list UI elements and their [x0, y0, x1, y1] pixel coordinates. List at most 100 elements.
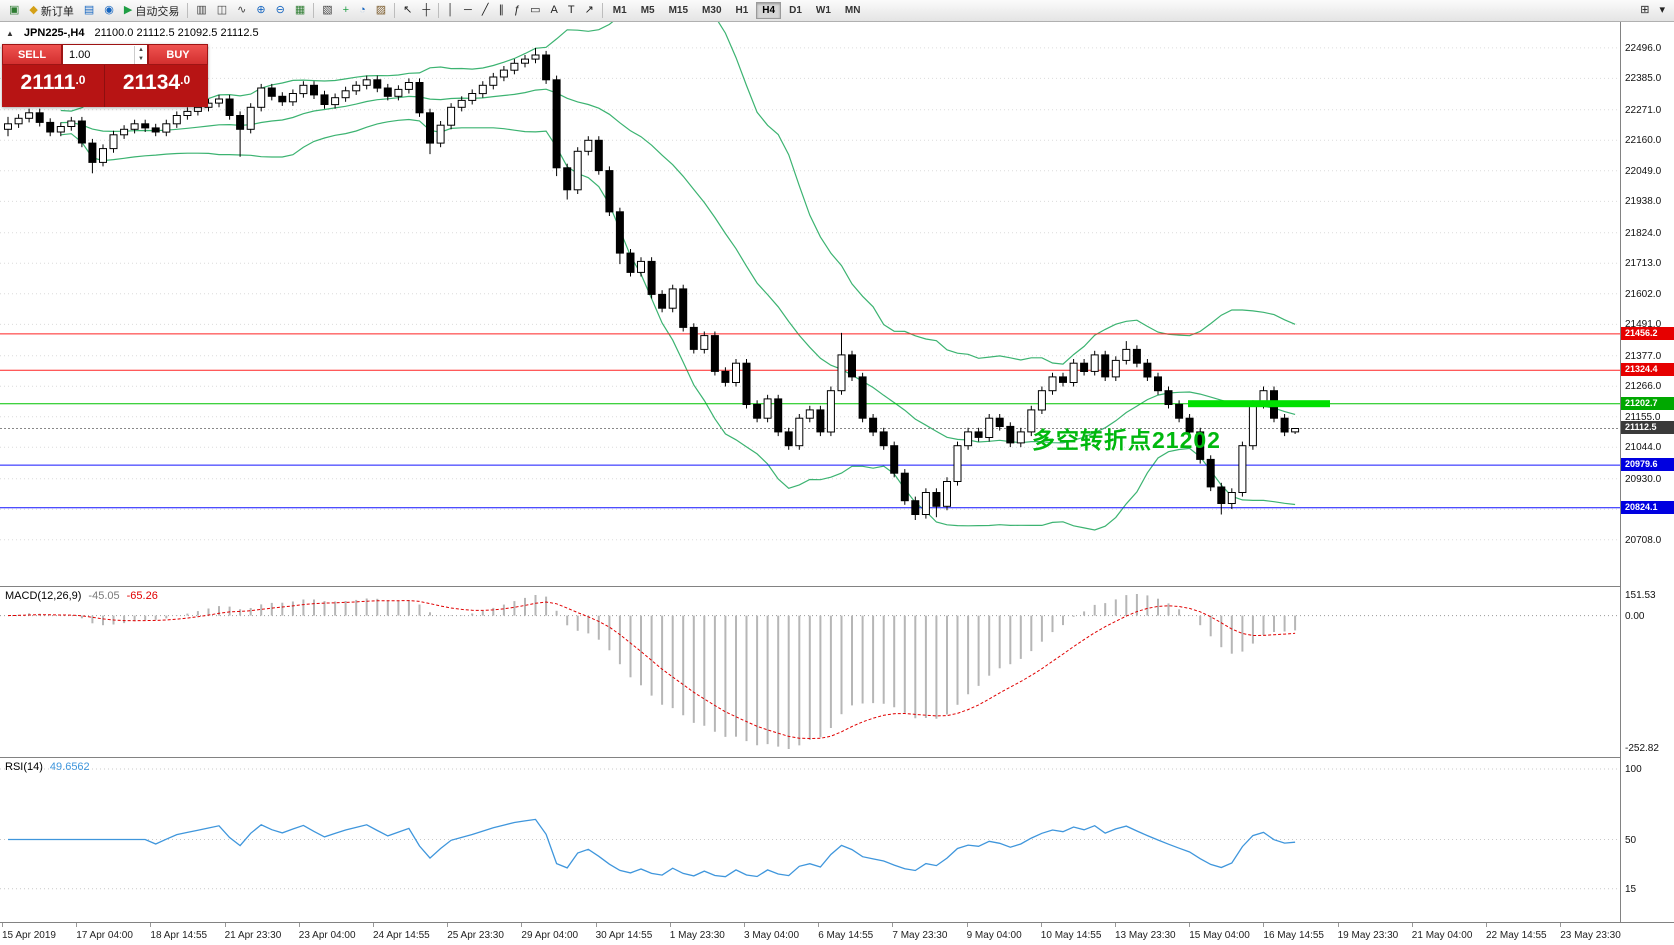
macd-canvas[interactable]: [0, 586, 1620, 757]
macd-signal-line: [7, 600, 1296, 740]
buy-price-big: 21134: [122, 71, 181, 94]
indicators-button[interactable]: +: [338, 2, 354, 20]
channel-button[interactable]: ∥: [493, 2, 509, 20]
arrows-button-icon: ↗: [584, 4, 594, 16]
templates-button[interactable]: ▨: [371, 2, 391, 20]
timeframe-m5[interactable]: M5: [640, 5, 655, 16]
periods-button-icon: ◔: [359, 4, 366, 16]
timeframe-h1[interactable]: H1: [735, 5, 749, 16]
price-scale-label: 22271.0: [1625, 104, 1662, 116]
time-axis-label: 15 Apr 2019: [2, 930, 56, 941]
time-axis-tick: [76, 923, 78, 927]
chart-annotation-text[interactable]: 多空转折点21202: [1032, 427, 1221, 453]
time-axis-tick: [744, 923, 745, 927]
price-scale-label: 22049.0: [1625, 165, 1662, 177]
buy-button[interactable]: BUY: [148, 44, 208, 65]
time-axis-tick: [818, 923, 820, 927]
time-axis-tick: [1263, 923, 1265, 927]
shapes-button[interactable]: ▭: [525, 2, 545, 20]
sell-button[interactable]: SELL: [2, 44, 62, 65]
navigator-icon: ◉: [104, 4, 114, 16]
arrows-button[interactable]: ↗: [580, 2, 599, 20]
macd-histogram: [17, 594, 1297, 749]
text-button[interactable]: A: [545, 2, 562, 20]
toolbar: ▣ ◆ 新订单 ▤ ◉ ▶ 自动交易 ▥ ◫ ∿ ⊕ ⊖ ▦ ▧ + ◔ ▨ ↖ ┼ │ ─ ╱ ∥ ƒ ▭ A T ↗ M1 M5 M15…: [0, 0, 1674, 22]
crosshair-button[interactable]: ┼: [417, 2, 435, 20]
rsi-name: RSI(14): [5, 761, 43, 773]
zoom-in-button[interactable]: ⊕: [251, 2, 270, 20]
fibonacci-button-icon: ƒ: [513, 4, 521, 16]
market-watch[interactable]: ▤: [79, 2, 99, 20]
toolbar-separator: [601, 3, 603, 18]
panel-splitter[interactable]: [0, 586, 1674, 587]
timeframe-w1[interactable]: W1: [815, 5, 831, 16]
timeframe-m1[interactable]: M1: [612, 5, 627, 16]
time-axis-label: 23 Apr 04:00: [298, 930, 356, 941]
line-chart-button[interactable]: ∿: [232, 2, 251, 20]
new-chart-button[interactable]: ⊞: [1635, 2, 1654, 20]
timeframe-m15[interactable]: M15: [668, 5, 689, 16]
vertical-line-button[interactable]: │: [442, 2, 459, 20]
toolbar-right-group: ⊞ ▾: [1635, 2, 1670, 20]
time-axis-tick: [2, 923, 3, 927]
macd-panel: MACD(12,26,9) -45.05 -65.26: [0, 586, 1620, 757]
level-lines-layer[interactable]: [0, 333, 1620, 509]
sell-price-big: 21111: [20, 71, 76, 94]
time-axis-label: 16 May 14:55: [1263, 930, 1324, 941]
fibonacci-button[interactable]: ƒ: [509, 2, 525, 20]
buy-price[interactable]: 21134 .0: [105, 65, 208, 107]
timeframe-mn[interactable]: MN: [844, 5, 861, 16]
timeframe-h4[interactable]: H4: [756, 2, 782, 19]
time-axis-tick: [150, 923, 152, 927]
sell-price[interactable]: 21111 .0: [2, 65, 105, 107]
volume-up-button[interactable]: ▲: [138, 46, 144, 53]
auto-arrange-button[interactable]: ▧: [317, 2, 337, 20]
macd-scale-label: 151.53: [1625, 590, 1656, 601]
price-level-badge: 21202.7: [1621, 396, 1674, 410]
price-scale[interactable]: 22496.0 22385.0 22271.0 22160.0 22049.0 21938…: [1620, 22, 1674, 922]
time-axis-label: 21 May 04:00: [1411, 930, 1473, 941]
time-axis-tick: [224, 923, 226, 927]
one-click-collapse-icon[interactable]: ▲: [6, 28, 14, 38]
trendline-button[interactable]: ╱: [477, 2, 494, 20]
navigator[interactable]: ◉: [99, 2, 119, 20]
time-axis[interactable]: 15 Apr 2019 17 Apr 04:00 18 Apr 14:55 21 Ap…: [0, 922, 1674, 945]
price-level-badge: 21324.4: [1621, 363, 1674, 377]
turning-point-line[interactable]: [1188, 400, 1330, 408]
zoom-out-button[interactable]: ⊖: [271, 2, 290, 20]
horizontal-line-button[interactable]: ─: [459, 2, 477, 20]
line-chart-button-icon: ∿: [237, 4, 247, 16]
timeframe-d1[interactable]: D1: [789, 5, 802, 16]
time-axis-label: 13 May 23:30: [1115, 930, 1176, 941]
price-scale-label: 22496.0: [1625, 42, 1662, 54]
main-chart-canvas[interactable]: [0, 22, 1620, 586]
auto-trading-button[interactable]: ▶ 自动交易: [119, 2, 184, 20]
rsi-canvas[interactable]: [0, 757, 1620, 922]
time-axis-label: 15 May 04:00: [1189, 930, 1250, 941]
auto-trading-button-label: 自动交易: [135, 5, 180, 18]
buy-price-frac: .0: [180, 73, 191, 87]
macd-value-signal: -65.26: [126, 590, 158, 602]
volume-spinner: ▲ ▼: [134, 45, 147, 64]
macd-label: MACD(12,26,9) -45.05 -65.26: [5, 590, 158, 602]
new-order-button[interactable]: ◆ 新订单: [24, 2, 78, 20]
chart-window[interactable]: ▣: [4, 2, 24, 20]
label-button[interactable]: T: [563, 2, 580, 20]
time-axis-label: 21 Apr 23:30: [224, 930, 282, 941]
panel-splitter[interactable]: [0, 757, 1674, 758]
volume-value[interactable]: 1.00: [69, 48, 91, 61]
toolbar-overflow-button[interactable]: ▾: [1654, 2, 1670, 20]
periods-button[interactable]: ◔: [354, 2, 371, 20]
volume-down-button[interactable]: ▼: [138, 55, 144, 62]
time-axis-tick: [1040, 923, 1042, 927]
timeframe-m30[interactable]: M30: [702, 5, 722, 16]
tile-windows-button[interactable]: ▦: [290, 2, 310, 20]
bar-chart-button[interactable]: ▥: [191, 2, 211, 20]
price-scale-label: 21491.0: [1625, 319, 1662, 331]
candlestick-chart-button[interactable]: ◫: [212, 2, 232, 20]
macd-value-main: -45.05: [88, 590, 120, 602]
volume-field[interactable]: 1.00 ▲ ▼: [62, 44, 148, 65]
time-axis-tick: [1115, 923, 1116, 927]
cursor-button[interactable]: ↖: [398, 2, 417, 20]
